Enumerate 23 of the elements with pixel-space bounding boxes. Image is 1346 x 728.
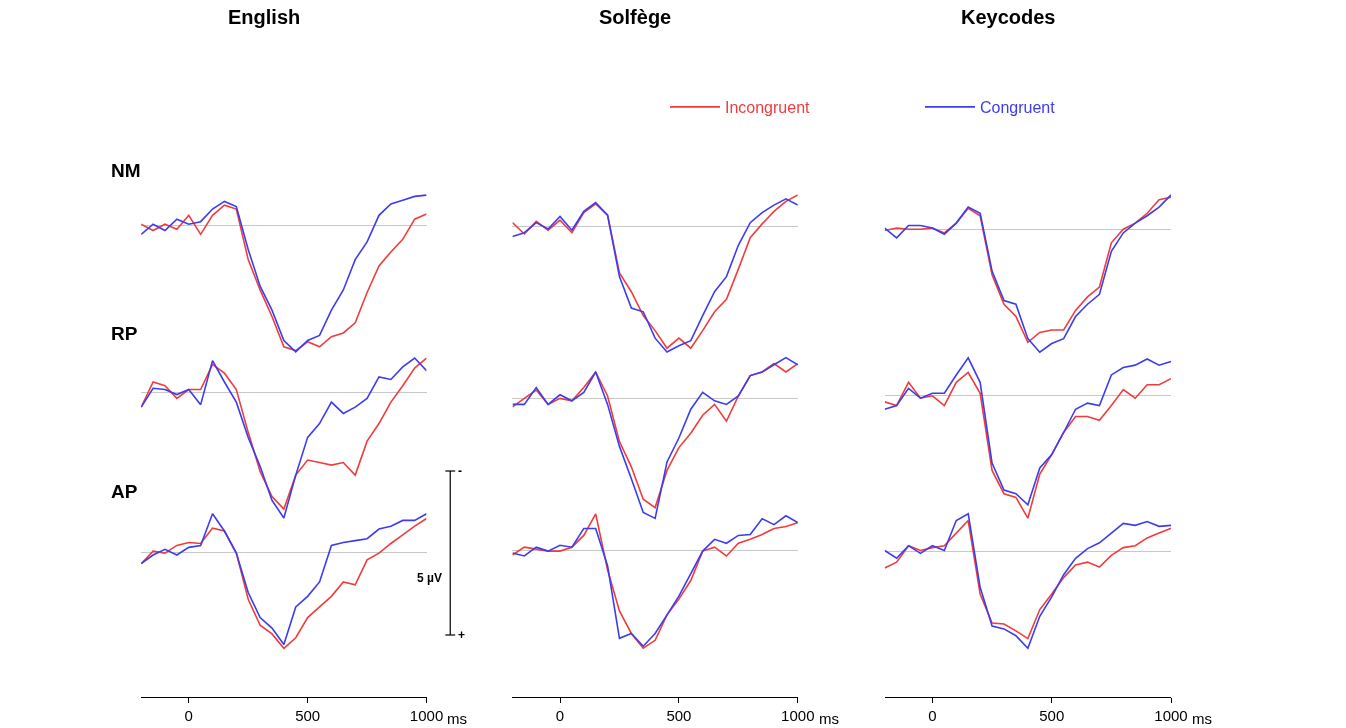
x-tick-label: 500 <box>666 707 692 724</box>
x-tick-label: 500 <box>295 707 321 724</box>
text: - <box>458 464 462 478</box>
x-axis-title: ms <box>819 710 839 727</box>
chart-title: Solfège <box>599 6 672 28</box>
x-tick-label: 0 <box>928 707 937 724</box>
legend-label: Congruent <box>979 99 1056 117</box>
x-tick-label: 1000 <box>781 707 815 724</box>
chart-title: Keycodes <box>961 6 1056 28</box>
x-tick-label: 0 <box>184 707 193 724</box>
y-axis-title: RP <box>111 323 138 344</box>
y-axis-title: AP <box>111 481 138 502</box>
x-axis-title: ms <box>1192 710 1212 727</box>
x-tick-label: 1000 <box>409 707 444 724</box>
x-tick-label: 1000 <box>1154 707 1188 724</box>
chart-title: English <box>228 6 301 28</box>
y-axis-title: NM <box>111 160 141 181</box>
legend-label: Incongruent <box>724 99 811 117</box>
x-tick-label: 500 <box>1039 707 1065 724</box>
x-tick-label: 0 <box>555 707 565 724</box>
text: + <box>458 628 466 642</box>
x-axis-title: ms <box>447 710 467 727</box>
annotation: 5 µV <box>417 571 442 585</box>
